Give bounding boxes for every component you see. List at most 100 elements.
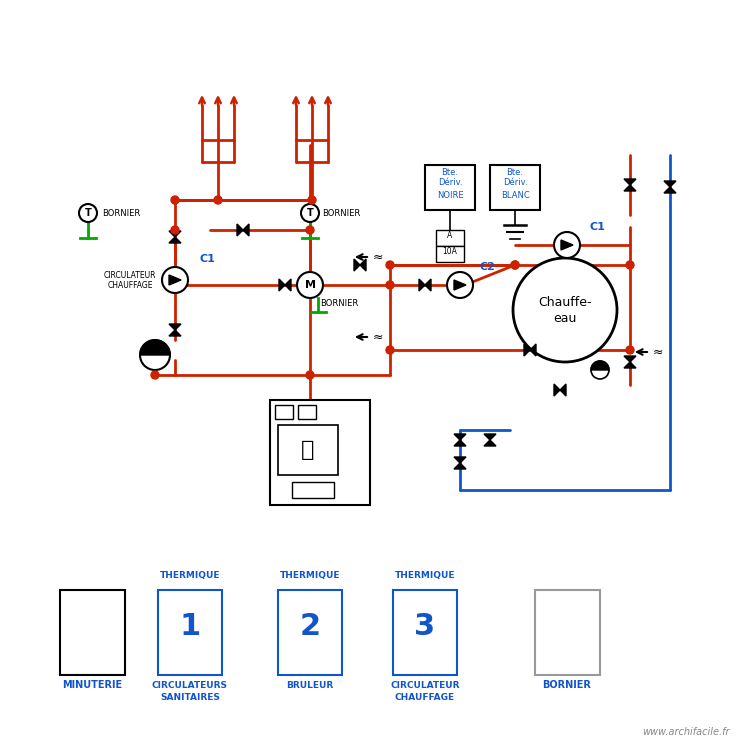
Polygon shape — [454, 457, 466, 463]
Polygon shape — [624, 356, 636, 362]
Text: Chauffe-: Chauffe- — [538, 296, 592, 308]
Polygon shape — [454, 440, 466, 446]
Text: 2: 2 — [299, 612, 320, 641]
Polygon shape — [624, 362, 636, 368]
Text: ≈: ≈ — [653, 346, 664, 358]
Text: T: T — [307, 208, 314, 218]
Circle shape — [301, 204, 319, 222]
Text: THERMIQUE: THERMIQUE — [394, 571, 455, 580]
Polygon shape — [560, 384, 566, 396]
Circle shape — [511, 261, 519, 269]
Polygon shape — [484, 434, 496, 440]
Circle shape — [140, 340, 170, 370]
Circle shape — [386, 346, 394, 354]
Circle shape — [171, 196, 179, 204]
Text: C1: C1 — [590, 222, 606, 232]
Circle shape — [306, 371, 314, 379]
Polygon shape — [561, 240, 573, 250]
Bar — [298, 405, 316, 419]
Circle shape — [214, 196, 222, 204]
Polygon shape — [554, 384, 560, 396]
Polygon shape — [354, 259, 360, 271]
Circle shape — [297, 272, 323, 298]
Text: CHAUFFAGE: CHAUFFAGE — [107, 281, 153, 290]
Text: CIRCULATEURS: CIRCULATEURS — [152, 681, 228, 690]
Bar — [278, 425, 338, 475]
Circle shape — [513, 258, 617, 362]
Text: C1: C1 — [200, 254, 216, 264]
Text: T: T — [85, 208, 92, 218]
Polygon shape — [169, 237, 181, 243]
Text: BRULEUR: BRULEUR — [286, 681, 334, 690]
Text: M: M — [304, 280, 316, 290]
Circle shape — [151, 371, 159, 379]
Polygon shape — [419, 279, 425, 291]
Circle shape — [171, 226, 179, 234]
Bar — [278, 590, 342, 675]
Text: CHAUFFAGE: CHAUFFAGE — [395, 693, 455, 702]
Text: eau: eau — [554, 311, 577, 325]
Text: MINUTERIE: MINUTERIE — [62, 680, 122, 690]
Bar — [158, 590, 222, 675]
Text: CIRCULATEUR: CIRCULATEUR — [390, 681, 460, 690]
Text: BORNIER: BORNIER — [322, 209, 360, 218]
Polygon shape — [169, 324, 181, 330]
Text: THERMIQUE: THERMIQUE — [280, 571, 340, 580]
Text: 10A: 10A — [442, 247, 458, 256]
Circle shape — [306, 226, 314, 234]
Polygon shape — [664, 181, 676, 187]
Text: NOIRE: NOIRE — [436, 191, 463, 200]
Text: SANITAIRES: SANITAIRES — [160, 693, 220, 702]
Text: CIRCULATEUR: CIRCULATEUR — [104, 271, 156, 280]
Text: www.archifacile.fr: www.archifacile.fr — [643, 727, 730, 737]
Text: ≈: ≈ — [373, 331, 383, 344]
Polygon shape — [524, 344, 530, 356]
Circle shape — [162, 267, 188, 293]
Polygon shape — [664, 187, 676, 193]
Polygon shape — [360, 259, 366, 271]
Circle shape — [554, 232, 580, 258]
Polygon shape — [591, 361, 609, 370]
Text: 3: 3 — [415, 612, 436, 641]
Circle shape — [626, 261, 634, 269]
Polygon shape — [243, 224, 249, 236]
Bar — [60, 590, 125, 675]
Circle shape — [591, 361, 609, 379]
Circle shape — [308, 196, 316, 204]
Text: 1: 1 — [179, 612, 201, 641]
Circle shape — [447, 272, 473, 298]
Polygon shape — [454, 463, 466, 469]
Polygon shape — [169, 330, 181, 336]
Polygon shape — [237, 224, 243, 236]
Bar — [436, 246, 464, 262]
Text: Dériv.: Dériv. — [438, 178, 462, 187]
Bar — [490, 165, 540, 210]
Circle shape — [386, 261, 394, 269]
Polygon shape — [454, 434, 466, 440]
Bar — [535, 590, 600, 675]
Polygon shape — [285, 279, 291, 291]
Polygon shape — [454, 280, 466, 290]
Text: Bte.: Bte. — [442, 168, 458, 177]
Polygon shape — [279, 279, 285, 291]
Circle shape — [511, 261, 519, 269]
Bar — [292, 482, 334, 498]
Bar — [393, 590, 457, 675]
Text: A: A — [447, 231, 452, 240]
Text: Dériv.: Dériv. — [503, 178, 527, 187]
Polygon shape — [624, 185, 636, 191]
Text: THERMIQUE: THERMIQUE — [160, 571, 220, 580]
Circle shape — [79, 204, 97, 222]
Bar — [275, 405, 293, 419]
Polygon shape — [140, 340, 170, 355]
Circle shape — [386, 281, 394, 289]
Polygon shape — [169, 275, 181, 285]
Text: ≈: ≈ — [373, 251, 383, 263]
Text: BORNIER: BORNIER — [320, 298, 358, 307]
Text: BORNIER: BORNIER — [102, 209, 140, 218]
Text: C2: C2 — [480, 262, 496, 272]
Bar — [270, 400, 370, 505]
Polygon shape — [624, 179, 636, 185]
Bar — [436, 230, 464, 246]
Polygon shape — [484, 440, 496, 446]
